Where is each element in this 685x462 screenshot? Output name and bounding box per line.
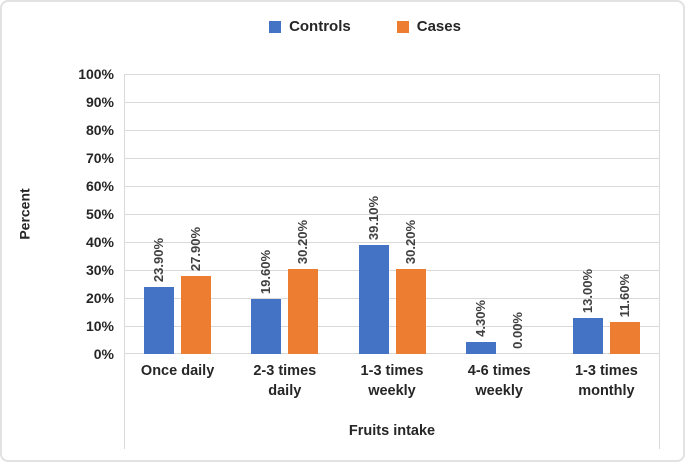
ytick-label-60: 60% — [85, 178, 114, 194]
xtick-label-4-6-times-weekly: 4-6 times weekly — [467, 363, 531, 399]
gridline-90 — [124, 102, 660, 103]
controls-swatch-icon — [269, 20, 282, 33]
x-axis-title: Fruits intake — [348, 423, 436, 439]
gridline-10 — [124, 326, 660, 327]
gridline-50 — [124, 214, 660, 215]
ytick-label-40: 40% — [85, 234, 114, 250]
ytick-label-10: 10% — [85, 318, 114, 334]
gridline-100 — [124, 74, 660, 75]
xtick-label-once-daily: Once daily — [140, 363, 215, 379]
bar-cases-2-3-times-daily — [288, 269, 319, 354]
bar-controls-4-6-times-weekly — [465, 342, 496, 354]
data-label-cases-1-3-times-monthly: 11.60% — [616, 273, 632, 317]
data-label-cases-once-daily: 27.90% — [188, 226, 204, 271]
legend-item-controls: Controls — [269, 18, 351, 35]
bar-cases-once-daily — [181, 276, 212, 354]
ytick-label-20: 20% — [85, 290, 114, 306]
y-axis-title: Percent — [10, 74, 40, 354]
plot-area: 23.90% 27.90% 19.60% 30.20% 39.10% 30.20% 4.30… — [124, 74, 660, 354]
x-axis-line — [124, 353, 660, 354]
legend-label-controls: Controls — [289, 18, 351, 35]
bar-cases-1-3-times-weekly — [395, 269, 426, 354]
data-label-cases-1-3-times-weekly: 30.20% — [402, 219, 418, 264]
data-label-controls-1-3-times-monthly: 13.00% — [579, 268, 595, 313]
ytick-label-0: 0% — [93, 346, 114, 362]
gridline-30 — [124, 270, 660, 271]
ytick-label-30: 30% — [85, 262, 114, 278]
xtick-label-1-3-times-weekly: 1-3 times weekly — [360, 363, 424, 399]
bar-controls-2-3-times-daily — [251, 299, 282, 354]
ytick-label-100: 100% — [78, 66, 114, 82]
xtick-label-2-3-times-daily: 2-3 times daily — [253, 363, 317, 399]
cases-swatch-icon — [396, 20, 409, 33]
legend-label-cases: Cases — [416, 18, 461, 35]
data-label-controls-2-3-times-daily: 19.60% — [258, 249, 274, 294]
gridline-60 — [124, 186, 660, 187]
xtick-label-1-3-times-monthly: 1-3 times monthly — [574, 363, 638, 399]
gridline-40 — [124, 242, 660, 243]
gridline-80 — [124, 130, 660, 131]
bar-controls-1-3-times-weekly — [358, 245, 389, 354]
bar-controls-1-3-times-monthly — [572, 318, 603, 354]
ytick-label-80: 80% — [85, 122, 114, 138]
axis-frame — [124, 74, 660, 449]
y-axis-title-text: Percent — [17, 188, 34, 240]
gridline-20 — [124, 298, 660, 299]
y-axis-ticks: 0% 10% 20% 30% 40% 50% 60% 70% 80% 90% 100% — [54, 66, 114, 362]
data-label-controls-1-3-times-weekly: 39.10% — [365, 195, 381, 240]
ytick-label-70: 70% — [85, 150, 114, 166]
data-label-controls-once-daily: 23.90% — [151, 237, 167, 282]
data-label-controls-4-6-times-weekly: 4.30% — [472, 300, 488, 337]
chart-legend: Controls Cases — [97, 18, 633, 35]
gridline-70 — [124, 158, 660, 159]
ytick-label-50: 50% — [85, 206, 114, 222]
data-label-cases-2-3-times-daily: 30.20% — [295, 219, 311, 264]
ytick-label-90: 90% — [85, 94, 114, 110]
x-axis-ticks: Once daily 2-3 times daily 1-3 times weekl… — [124, 361, 660, 411]
data-label-cases-4-6-times-weekly: 0.00% — [509, 312, 525, 349]
bar-controls-once-daily — [144, 287, 175, 354]
bar-cases-1-3-times-monthly — [609, 322, 640, 354]
legend-item-cases: Cases — [396, 18, 461, 35]
